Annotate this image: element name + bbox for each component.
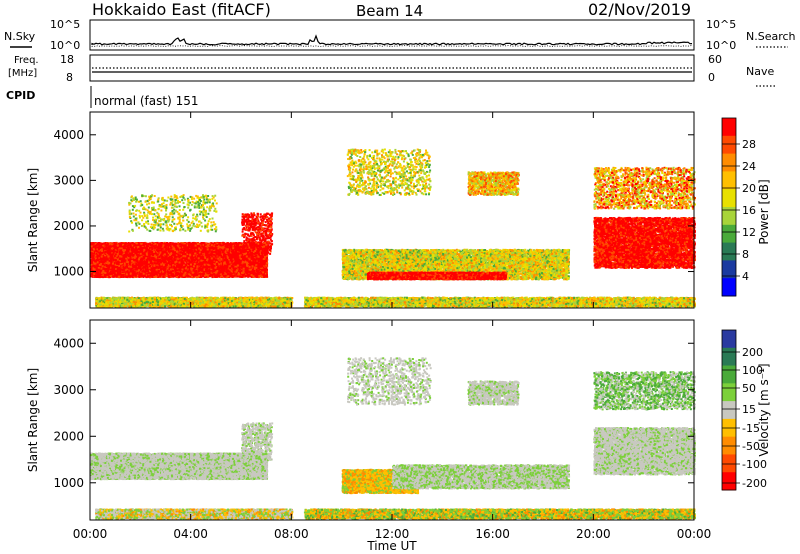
colorbar-swatch bbox=[722, 472, 736, 490]
beam-title: Beam 14 bbox=[356, 2, 423, 20]
colorbar-swatch bbox=[722, 189, 736, 207]
colorbar-swatch bbox=[722, 154, 736, 172]
freq-label-line2: [MHz] bbox=[8, 68, 37, 79]
y-tick-label: 1000 bbox=[53, 265, 84, 279]
colorbar-tick-label: 12 bbox=[742, 226, 756, 239]
colorbar-tick-label: 15 bbox=[742, 403, 756, 416]
velocity-scatter bbox=[90, 357, 696, 520]
radar-plot: Hokkaido East (fitACF) Beam 14 02/Nov/20… bbox=[0, 0, 800, 554]
colorbar-swatch bbox=[722, 171, 736, 189]
nave-label: Nave bbox=[746, 65, 774, 78]
nave-tick-bottom: 0 bbox=[708, 71, 715, 84]
colorbar-swatch bbox=[722, 366, 736, 384]
colorbar-tick-label: 24 bbox=[742, 160, 756, 173]
y-tick-label: 1000 bbox=[53, 476, 84, 490]
colorbar-tick-label: 8 bbox=[742, 248, 749, 261]
velocity-y-label: Slant Range [km] bbox=[26, 368, 40, 472]
colorbar-swatch bbox=[722, 136, 736, 154]
power-scatter bbox=[90, 149, 696, 308]
colorbar-tick-label: -200 bbox=[742, 477, 767, 490]
colorbar-tick-label: -100 bbox=[742, 458, 767, 471]
date-title: 02/Nov/2019 bbox=[588, 0, 691, 19]
colorbar-tick-label: 20 bbox=[742, 182, 756, 195]
colorbar-tick-label: 200 bbox=[742, 346, 763, 359]
power-y-label: Slant Range [km] bbox=[26, 168, 40, 272]
colorbar-tick-label: 50 bbox=[742, 382, 756, 395]
noise-right-tick-bottom: 10^0 bbox=[706, 39, 736, 52]
noise-search-label: N.Search bbox=[746, 30, 796, 43]
power-colorbar-label: Power [dB] bbox=[757, 179, 771, 244]
freq-tick-bottom: 8 bbox=[66, 71, 73, 84]
noise-search-trace bbox=[92, 46, 692, 47]
colorbar-swatch bbox=[722, 330, 736, 348]
colorbar-swatch bbox=[722, 383, 736, 401]
nave-tick-top: 60 bbox=[708, 53, 722, 66]
freq-tick-top: 18 bbox=[60, 53, 74, 66]
x-tick-label: 00:00 bbox=[677, 527, 712, 541]
colorbar-swatch bbox=[722, 225, 736, 243]
velocity-colorbar-label: Velocity [m s⁻¹] bbox=[757, 363, 771, 456]
noise-right-tick-top: 10^5 bbox=[706, 18, 736, 31]
colorbar-swatch bbox=[722, 348, 736, 366]
freq-label-line1: Freq. bbox=[14, 55, 39, 66]
colorbar-swatch bbox=[722, 401, 736, 419]
x-tick-label: 08:00 bbox=[274, 527, 309, 541]
colorbar-swatch bbox=[722, 278, 736, 296]
cpid-label: CPID bbox=[6, 89, 35, 102]
noise-left-tick-bottom: 10^0 bbox=[50, 39, 80, 52]
power-colorbar: 28 24 20 16 12 8 4 bbox=[722, 118, 756, 297]
noise-sky-label: N.Sky bbox=[4, 30, 36, 43]
colorbar-tick-label: 28 bbox=[742, 138, 756, 151]
noise-sky-trace bbox=[92, 36, 692, 45]
noise-left-tick-top: 10^5 bbox=[50, 18, 80, 31]
y-tick-label: 3000 bbox=[53, 383, 84, 397]
colorbar-tick-label: 4 bbox=[742, 270, 749, 283]
x-tick-label: 00:00 bbox=[73, 527, 108, 541]
x-axis-label: Time UT bbox=[366, 539, 417, 553]
colorbar-swatch bbox=[722, 118, 736, 136]
x-tick-label: 20:00 bbox=[576, 527, 611, 541]
y-tick-label: 3000 bbox=[53, 173, 84, 187]
x-tick-label: 16:00 bbox=[475, 527, 510, 541]
cpid-mode: normal (fast) 151 bbox=[94, 94, 198, 108]
y-tick-label: 2000 bbox=[53, 219, 84, 233]
station-title: Hokkaido East (fitACF) bbox=[92, 0, 271, 19]
y-tick-label: 4000 bbox=[53, 336, 84, 350]
y-tick-label: 4000 bbox=[53, 128, 84, 142]
y-tick-label: 2000 bbox=[53, 429, 84, 443]
colorbar-swatch bbox=[722, 454, 736, 472]
colorbar-tick-label: 16 bbox=[742, 204, 756, 217]
x-tick-label: 04:00 bbox=[173, 527, 208, 541]
colorbar-swatch bbox=[722, 243, 736, 261]
